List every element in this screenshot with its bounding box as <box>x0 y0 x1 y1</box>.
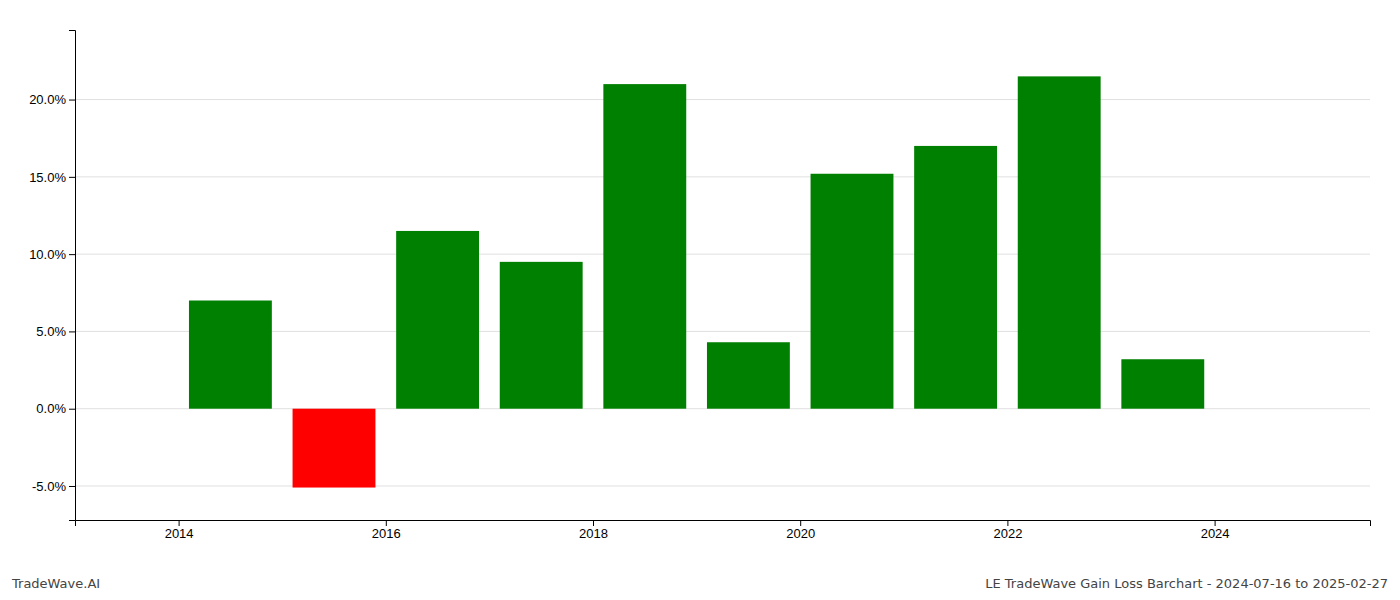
y-tick-mark <box>69 254 75 255</box>
x-axis: 2014 2016 2018 2020 2022 2024 <box>76 520 1371 541</box>
y-tick: -5.0% <box>32 479 75 494</box>
y-tick-mark <box>69 486 75 487</box>
bar <box>189 301 272 409</box>
x-tick-mark <box>1215 520 1216 526</box>
y-tick-label: 5.0% <box>36 324 66 339</box>
bar <box>707 342 790 408</box>
x-tick: 2014 <box>165 520 194 541</box>
x-axis-line <box>76 521 1371 527</box>
y-tick-label: 0.0% <box>36 401 66 416</box>
y-tick: 0.0% <box>36 401 75 416</box>
y-tick: 5.0% <box>36 324 75 339</box>
y-tick: 20.0% <box>29 92 75 107</box>
x-tick-label: 2022 <box>993 526 1022 541</box>
grid <box>75 100 1370 486</box>
bar <box>811 174 894 409</box>
y-axis: -5.0% 0.0% 5.0% 10.0% 15.0% 20.0% <box>29 31 75 521</box>
grid-line <box>75 254 1370 255</box>
bar <box>914 146 997 409</box>
y-tick-label: 20.0% <box>29 92 66 107</box>
bar <box>500 262 583 409</box>
footer-right: LE TradeWave Gain Loss Barchart - 2024-0… <box>985 576 1388 591</box>
grid-line <box>75 99 1370 100</box>
footer-left: TradeWave.AI <box>11 576 100 591</box>
bar <box>603 84 686 409</box>
y-tick: 15.0% <box>29 170 75 185</box>
y-tick-mark <box>69 331 75 332</box>
chart: -5.0% 0.0% 5.0% 10.0% 15.0% 20.0% 2014 2016 2018… <box>0 0 1400 600</box>
x-tick: 2022 <box>993 520 1022 541</box>
x-tick: 2018 <box>579 520 608 541</box>
y-tick-mark <box>69 100 75 101</box>
x-tick-mark <box>593 520 594 526</box>
x-tick-mark <box>800 520 801 526</box>
x-tick: 2020 <box>786 520 815 541</box>
plot: -5.0% 0.0% 5.0% 10.0% 15.0% 20.0% 2014 2016 2018… <box>29 31 1370 542</box>
grid-line <box>75 176 1370 177</box>
x-tick: 2016 <box>372 520 401 541</box>
bar <box>1018 76 1101 408</box>
x-tick-mark <box>179 520 180 526</box>
y-tick-label: 15.0% <box>29 170 66 185</box>
y-tick-label: 10.0% <box>29 247 66 262</box>
y-tick: 10.0% <box>29 247 75 262</box>
y-axis-line <box>69 31 76 521</box>
x-tick-label: 2020 <box>786 526 815 541</box>
x-tick: 2024 <box>1201 520 1230 541</box>
x-tick-mark <box>386 520 387 526</box>
x-tick-label: 2014 <box>165 526 194 541</box>
bar <box>396 231 479 409</box>
y-tick-mark <box>69 409 75 410</box>
y-tick-mark <box>69 177 75 178</box>
bar <box>1121 359 1204 408</box>
y-tick-label: -5.0% <box>32 479 66 494</box>
bar <box>293 409 376 488</box>
x-tick-mark <box>1007 520 1008 526</box>
x-tick-label: 2018 <box>579 526 608 541</box>
x-tick-label: 2016 <box>372 526 401 541</box>
x-tick-label: 2024 <box>1201 526 1230 541</box>
grid-line <box>75 485 1370 486</box>
bars <box>189 76 1204 487</box>
